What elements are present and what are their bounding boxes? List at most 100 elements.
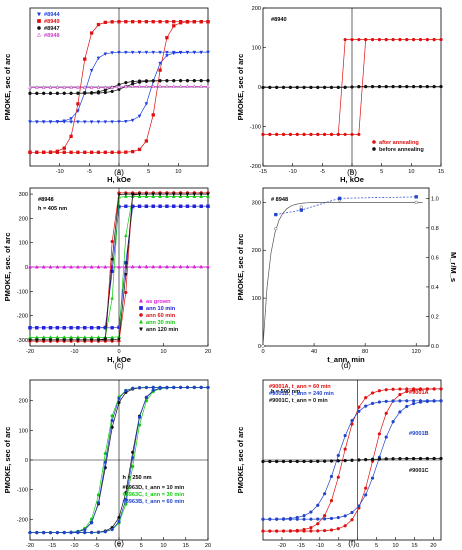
data-point [137, 192, 142, 197]
data-point [41, 85, 46, 89]
data-point [281, 517, 286, 521]
x-tick-label: 80 [362, 349, 368, 355]
data-point [384, 411, 388, 415]
data-point [411, 37, 416, 42]
data-point [288, 516, 293, 521]
y-axis-label: PMOKE, sec of arc [236, 234, 245, 301]
data-point [130, 264, 135, 269]
data-point [192, 20, 196, 24]
x-tick-label: -10 [70, 543, 78, 549]
data-point [178, 84, 183, 88]
data-point [117, 20, 121, 24]
data-point [124, 84, 128, 88]
data-point [350, 458, 354, 462]
data-point [165, 264, 169, 269]
legend-label: #8948 [44, 33, 60, 39]
data-point [329, 85, 334, 90]
data-point [55, 85, 60, 89]
data-point [137, 147, 142, 152]
legend-entry: #8963D, t_ann = 10 min [123, 485, 185, 491]
x-tick-label: -10 [56, 169, 64, 175]
data-point [370, 37, 375, 42]
data-point [69, 264, 73, 269]
data-point [405, 399, 409, 403]
data-point [414, 195, 418, 199]
series-annotation: #9001B [409, 431, 429, 437]
data-point [117, 150, 121, 154]
data-point [261, 517, 265, 521]
data-point [418, 387, 423, 391]
data-point [28, 326, 32, 330]
data-point [316, 517, 320, 521]
legend-entry: #8944 [36, 12, 60, 18]
data-point [144, 395, 149, 399]
data-point [62, 264, 67, 269]
y-tick-label: 0 [258, 344, 261, 350]
data-point [76, 109, 80, 114]
y2-axis-label: M_r/M_s [449, 252, 458, 282]
data-point [357, 458, 361, 462]
data-point [158, 192, 162, 197]
legend-label: #8963C, t_ann = 30 min [123, 492, 185, 498]
data-point [117, 193, 121, 198]
data-point [357, 504, 361, 508]
data-point [343, 514, 347, 518]
data-point [165, 385, 169, 390]
data-point [384, 84, 388, 89]
plot-title: #8940 [271, 17, 287, 23]
data-point [55, 149, 60, 153]
data-point [137, 114, 142, 119]
x-tick-label: 20 [430, 543, 436, 549]
legend-label: #8949 [44, 19, 60, 25]
data-point [28, 264, 32, 269]
data-point [96, 338, 101, 343]
data-point [96, 22, 101, 27]
data-point [151, 79, 155, 83]
data-point [131, 20, 135, 24]
data-point [48, 85, 53, 89]
data-point [76, 530, 80, 534]
data-point [124, 388, 128, 393]
series-line [30, 193, 208, 341]
data-point [343, 85, 347, 89]
legend-entry: ann 10 min [139, 306, 176, 312]
data-point [398, 392, 402, 397]
data-point [281, 132, 286, 137]
panel-caption: (e) [114, 539, 124, 548]
data-point [110, 239, 114, 244]
data-point [439, 456, 443, 461]
data-point [309, 459, 313, 464]
legend-marker [138, 298, 144, 303]
data-point [281, 85, 286, 90]
data-point [425, 84, 429, 89]
series-line [30, 21, 208, 153]
data-point [69, 530, 73, 535]
y-axis-label: PMOKE, sec. of arc [3, 233, 12, 302]
data-point [391, 37, 395, 42]
y-tick-label: 200 [252, 6, 261, 12]
data-point [124, 290, 128, 295]
x-tick-label: -5 [320, 169, 325, 175]
data-point [185, 79, 190, 83]
data-point [158, 264, 162, 269]
data-point [261, 459, 265, 464]
data-point [137, 50, 142, 55]
data-point [295, 85, 299, 90]
data-point [206, 385, 210, 390]
y-axis-label: PMOKE, sec of arc [3, 427, 12, 494]
data-point [124, 50, 128, 55]
data-point [357, 37, 361, 42]
data-point [178, 385, 183, 390]
series-line [262, 202, 423, 347]
data-point [398, 410, 402, 414]
data-point [83, 530, 87, 535]
data-point [42, 530, 46, 535]
data-point [76, 338, 80, 343]
data-point [425, 387, 429, 391]
data-point [110, 269, 114, 273]
data-point [206, 20, 210, 24]
data-point [96, 264, 101, 269]
data-point [48, 120, 53, 124]
data-point [364, 493, 368, 497]
data-point [110, 150, 114, 154]
